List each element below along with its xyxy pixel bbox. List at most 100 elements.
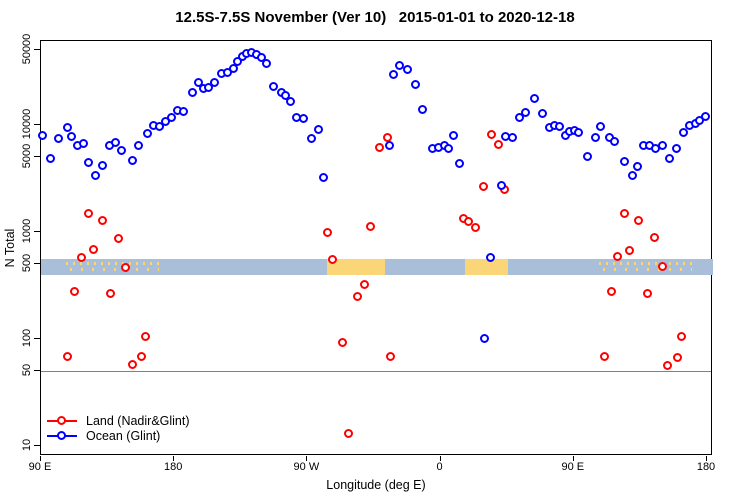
data-point-land xyxy=(642,289,652,299)
x-tick-label: 0 xyxy=(436,461,443,473)
y-tick-label: 50 xyxy=(21,364,33,377)
data-point-ocean xyxy=(127,155,137,165)
data-point-ocean xyxy=(658,140,668,150)
data-point-ocean xyxy=(133,141,143,151)
data-point-land xyxy=(599,351,609,361)
x-axis-title: Longitude (deg E) xyxy=(326,478,426,492)
data-point-ocean xyxy=(496,180,506,190)
data-point-ocean xyxy=(285,96,295,106)
data-point-land xyxy=(105,289,115,299)
data-point-land xyxy=(612,252,622,262)
data-point-ocean xyxy=(53,133,63,143)
data-point-ocean xyxy=(384,140,394,150)
data-point-land xyxy=(359,279,369,289)
data-point-land xyxy=(327,254,337,264)
data-point-ocean xyxy=(583,152,593,162)
data-point-ocean xyxy=(298,113,308,123)
data-point-ocean xyxy=(203,82,213,92)
legend-label-land: Land (Nadir&Glint) xyxy=(86,413,190,428)
data-point-land xyxy=(478,181,488,191)
map-band-land xyxy=(327,258,386,275)
data-point-ocean xyxy=(530,93,540,103)
data-point-land xyxy=(97,215,107,225)
data-point-ocean xyxy=(620,157,630,166)
map-band-land-islands xyxy=(598,267,693,271)
data-point-ocean xyxy=(280,90,290,100)
data-point-land xyxy=(337,337,347,347)
y-tick-label: 100 xyxy=(21,328,33,348)
data-point-land xyxy=(658,261,668,271)
y-tick xyxy=(34,370,40,372)
map-band-land-islands xyxy=(66,267,160,271)
map-band-land-islands xyxy=(598,261,693,265)
data-point-ocean xyxy=(555,121,565,131)
data-point-land xyxy=(83,208,93,218)
data-point-ocean xyxy=(154,121,164,131)
data-point-land xyxy=(673,353,683,363)
data-point-ocean xyxy=(521,108,531,118)
y-tick-label: 10000 xyxy=(21,108,33,140)
data-point-land xyxy=(663,360,673,370)
data-point-ocean xyxy=(37,130,47,140)
x-tick-label: 90 E xyxy=(561,461,585,473)
data-point-ocean xyxy=(479,333,489,343)
data-point-ocean xyxy=(268,82,278,91)
data-point-ocean xyxy=(633,161,643,171)
data-point-land xyxy=(76,253,86,263)
data-point-land xyxy=(322,227,332,237)
data-point-ocean xyxy=(83,158,93,168)
y-tick-label: 500 xyxy=(21,254,33,273)
x-tick xyxy=(706,456,707,461)
data-point-land xyxy=(127,360,137,370)
data-point-ocean xyxy=(701,111,711,121)
y-axis-title: N Total xyxy=(3,228,17,268)
chart-title: 12.5S-7.5S November (Ver 10) 2015-01-01 … xyxy=(175,9,575,26)
y-tick-label: 50000 xyxy=(21,33,33,65)
y-tick xyxy=(34,263,40,265)
data-point-ocean xyxy=(66,132,76,142)
plot-area: Land (Nadir&Glint) Ocean (Glint) xyxy=(37,40,713,455)
data-point-ocean xyxy=(485,253,495,263)
y-tick xyxy=(34,338,40,339)
data-point-land xyxy=(374,142,384,152)
data-point-ocean xyxy=(166,113,176,122)
data-point-ocean xyxy=(313,124,323,134)
data-point-ocean xyxy=(228,63,238,73)
data-point-ocean xyxy=(665,154,675,163)
data-point-ocean xyxy=(514,113,524,122)
data-point-land xyxy=(113,233,123,243)
data-point-ocean xyxy=(97,161,107,171)
data-point-ocean xyxy=(574,127,584,137)
legend-item-ocean: Ocean (Glint) xyxy=(47,428,190,443)
map-band-land xyxy=(465,258,508,275)
data-point-ocean xyxy=(591,132,601,142)
data-point-ocean xyxy=(78,138,88,148)
legend-label-ocean: Ocean (Glint) xyxy=(86,428,161,443)
data-point-ocean xyxy=(609,137,619,147)
data-point-land xyxy=(62,351,72,361)
reference-line-50 xyxy=(41,371,711,373)
map-band-land-islands xyxy=(66,261,160,265)
y-tick xyxy=(34,231,40,232)
data-point-ocean xyxy=(261,58,271,68)
data-point-land xyxy=(607,286,617,296)
data-point-land xyxy=(633,215,643,225)
x-tick xyxy=(306,456,308,461)
data-point-ocean xyxy=(410,79,420,89)
data-point-land xyxy=(69,286,79,296)
data-point-ocean xyxy=(318,172,328,182)
data-point-land xyxy=(649,232,659,242)
data-point-land xyxy=(463,216,473,226)
y-tick-label: 1000 xyxy=(21,218,33,244)
data-point-ocean xyxy=(448,130,458,140)
data-point-ocean xyxy=(388,69,398,79)
y-tick xyxy=(34,124,40,125)
data-point-land xyxy=(470,222,480,232)
data-point-ocean xyxy=(62,122,72,132)
x-tick xyxy=(572,456,574,461)
land-legend-symbol-icon xyxy=(47,415,77,427)
y-tick xyxy=(34,445,40,446)
data-point-land xyxy=(136,351,146,361)
data-point-ocean xyxy=(538,108,548,118)
